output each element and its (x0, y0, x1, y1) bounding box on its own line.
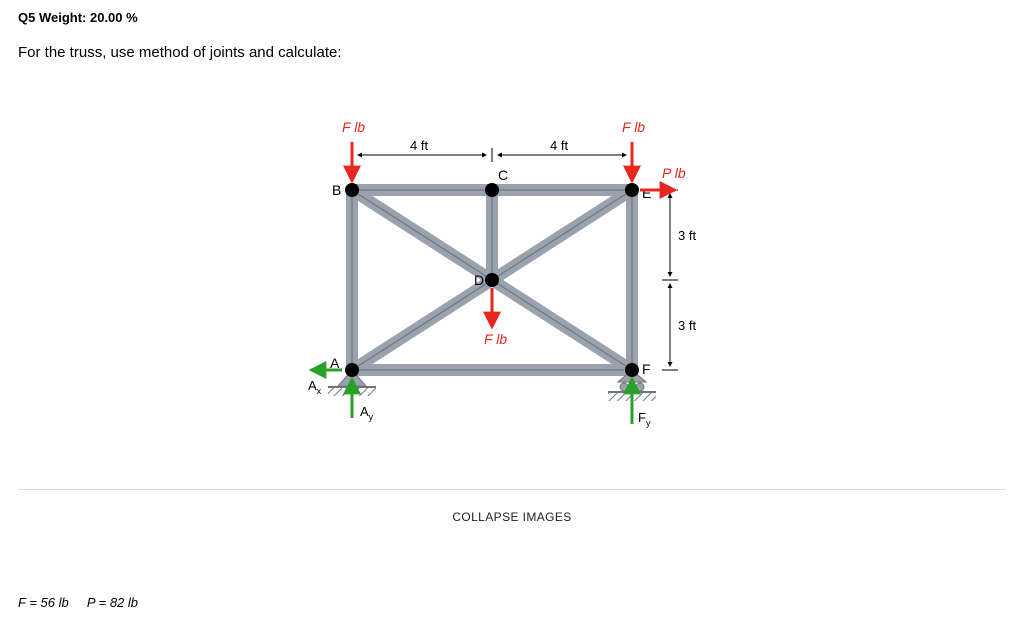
react-Ax: A (308, 378, 317, 393)
dim-3ft-1: 3 ft (678, 228, 696, 243)
given-P: P = 82 lb (87, 595, 138, 610)
force-F-at-E: F lb (622, 119, 645, 135)
react-Ay: A (360, 404, 369, 419)
dim-4ft-2: 4 ft (550, 138, 568, 153)
svg-text:Ay: Ay (360, 404, 374, 422)
given-F: F = 56 lb (18, 595, 69, 610)
collapse-images-button[interactable]: COLLAPSE IMAGES (0, 510, 1024, 524)
page-root: { "question": { "weight_label": "Q5 Weig… (0, 0, 1024, 627)
svg-text:Ax: Ax (308, 378, 322, 396)
question-weight-label: Q5 Weight: 20.00 % (18, 10, 138, 25)
force-F-at-B: F lb (342, 119, 365, 135)
figure-panel: A B C D E F 4 ft 4 ft 3 ft 3 ft (18, 80, 1006, 490)
label-B: B (332, 182, 341, 198)
given-values: F = 56 lb P = 82 lb (18, 595, 138, 610)
truss-diagram: A B C D E F 4 ft 4 ft 3 ft 3 ft (242, 80, 782, 460)
react-Fy: F (638, 410, 646, 425)
label-F: F (642, 361, 651, 377)
label-D: D (474, 272, 484, 288)
question-prompt: For the truss, use method of joints and … (18, 44, 342, 61)
force-F-at-D: F lb (484, 331, 507, 347)
dim-4ft-1: 4 ft (410, 138, 428, 153)
dim-3ft-2: 3 ft (678, 318, 696, 333)
force-P-at-E: P lb (662, 165, 686, 181)
svg-text:Fy: Fy (638, 410, 651, 428)
label-C: C (498, 167, 508, 183)
label-E: E (642, 185, 651, 201)
